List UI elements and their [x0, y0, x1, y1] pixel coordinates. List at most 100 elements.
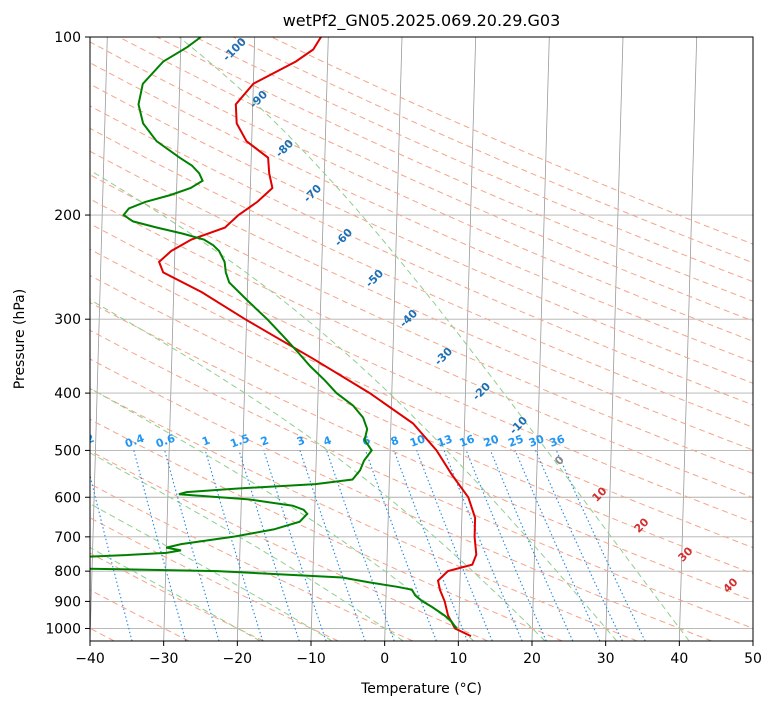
- sounding-series-line: [90, 37, 458, 630]
- dry-adiabat-label: -10: [507, 414, 530, 437]
- mixing-ratio-line: [489, 450, 574, 641]
- dry-adiabat-label: -50: [363, 267, 386, 290]
- dry-adiabat-label: 40: [721, 575, 741, 595]
- isotherm-lines: [90, 37, 753, 641]
- y-axis-ticks: 100 200 300 400 500 600 700 800 900 1000: [45, 30, 90, 637]
- mixing-ratio-label: 1: [200, 434, 212, 449]
- x-tick-label: −10: [296, 651, 326, 667]
- dry-adiabat-line: [90, 388, 638, 641]
- moist-adiabat-line: [90, 387, 475, 641]
- moist-adiabat-lines: [90, 37, 690, 641]
- dry-adiabat-line: [90, 552, 264, 641]
- mixing-ratio-label: 0.6: [154, 432, 177, 451]
- mixing-ratio-line: [238, 450, 300, 641]
- mixing-ratio-line: [465, 450, 547, 641]
- dry-adiabat-line: [118, 37, 753, 322]
- isotherm-line: [163, 37, 182, 641]
- dry-adiabat-line: [194, 37, 753, 283]
- dry-adiabat-label: -60: [332, 226, 355, 249]
- dry-adiabat-label: -100: [220, 35, 249, 64]
- mixing-ratio-line: [555, 450, 646, 641]
- mixing-ratio-label: 10: [408, 432, 427, 450]
- moist-adiabat-line: [178, 37, 690, 641]
- reference-line-labels: 0.1 0.2 0.4 0.6 1 1.5 2 3 4 6 8 10 13 16 20 25 30 36-100-…: [26, 35, 741, 596]
- dry-adiabat-line: [90, 41, 753, 342]
- mixing-ratio-label: 36: [548, 432, 567, 450]
- mixing-ratio-label: 2: [259, 434, 271, 449]
- y-tick-label: 500: [54, 443, 81, 459]
- mixing-ratio-label: 16: [458, 432, 477, 450]
- dry-adiabat-line: [90, 105, 753, 406]
- y-tick-label: 900: [54, 594, 81, 610]
- y-tick-label: 600: [54, 490, 81, 506]
- mixing-ratio-label: 0.1: [26, 432, 49, 451]
- isotherm-line: [605, 37, 624, 641]
- plot-frame: [89, 36, 754, 642]
- dry-adiabat-line: [90, 517, 339, 641]
- mixing-ratio-label: 1.5: [228, 432, 251, 451]
- mixing-ratio-label: 0.4: [123, 432, 146, 451]
- dry-adiabat-label: -40: [397, 307, 420, 330]
- isotherm-line: [90, 37, 108, 641]
- y-axis-title: Pressure (hPa): [12, 289, 28, 389]
- x-tick-label: 40: [670, 651, 688, 667]
- x-tick-label: 30: [597, 651, 615, 667]
- moist-adiabat-line: [90, 169, 618, 641]
- dry-adiabat-line: [90, 358, 712, 641]
- x-tick-label: 50: [744, 651, 762, 667]
- mixing-ratio-line: [514, 450, 601, 641]
- y-tick-label: 100: [54, 30, 81, 46]
- mixing-ratio-line: [133, 450, 187, 641]
- dry-adiabat-label: -70: [301, 182, 324, 205]
- y-tick-label: 200: [54, 208, 81, 224]
- mixing-ratio-line: [263, 450, 327, 641]
- dry-adiabat-lines: [90, 37, 753, 641]
- dry-adiabat-label: -80: [273, 137, 296, 160]
- dry-adiabat-line: [271, 37, 753, 245]
- moist-adiabat-line: [90, 299, 546, 641]
- mixing-ratio-line: [90, 473, 133, 641]
- plot-area: 0.1 0.2 0.4 0.6 1 1.5 2 3 4 6 8 10 13 16 20 25 30 36-100-…: [26, 35, 753, 641]
- mixing-ratio-label: 30: [527, 432, 546, 450]
- dry-adiabat-line: [90, 483, 414, 641]
- chart-title: wetPf2_GN05.2025.069.20.29.G03: [283, 11, 561, 31]
- mixing-ratio-line: [164, 450, 220, 641]
- dry-adiabat-line: [90, 198, 753, 499]
- dry-adiabat-label: 20: [632, 515, 652, 535]
- x-tick-label: −20: [223, 651, 253, 667]
- dry-adiabat-line: [90, 223, 753, 523]
- x-axis-ticks: −40 −30 −20 −10 0 10 20 30 40 50: [75, 641, 762, 667]
- x-tick-label: 0: [380, 651, 389, 667]
- moist-adiabat-line: [90, 452, 404, 641]
- dry-adiabat-label: -30: [432, 345, 455, 368]
- dry-adiabat-line: [90, 174, 753, 475]
- moist-adiabat-line: [90, 503, 333, 641]
- x-tick-label: 10: [449, 651, 467, 667]
- mixing-ratio-label: 8: [389, 434, 401, 449]
- y-tick-label: 400: [54, 386, 81, 402]
- dry-adiabat-line: [90, 62, 753, 363]
- mixing-ratio-line: [204, 450, 264, 641]
- y-tick-label: 1000: [45, 621, 81, 637]
- dry-adiabat-label: -90: [247, 88, 270, 111]
- moist-adiabat-line: [90, 546, 261, 641]
- dry-adiabat-line: [90, 450, 488, 641]
- x-tick-label: 20: [523, 651, 541, 667]
- x-axis-title: Temperature (°C): [360, 681, 482, 697]
- mixing-ratio-lines: [90, 450, 646, 641]
- dry-adiabat-line: [90, 248, 753, 549]
- y-tick-label: 800: [54, 564, 81, 580]
- dry-adiabat-label: 0: [552, 453, 567, 468]
- mixing-ratio-label: 3: [295, 434, 307, 449]
- mixing-ratio-label: 4: [322, 434, 334, 449]
- mixing-ratio-label: 20: [482, 432, 501, 450]
- mixing-ratio-line: [326, 450, 395, 641]
- mixing-ratio-label: 25: [506, 432, 525, 449]
- dry-adiabat-line: [90, 589, 190, 641]
- sounding-series-line: [157, 37, 478, 638]
- x-tick-label: −30: [149, 651, 179, 667]
- dry-adiabat-line: [90, 274, 753, 575]
- mixing-ratio-line: [393, 450, 469, 641]
- isotherm-line: [236, 37, 256, 641]
